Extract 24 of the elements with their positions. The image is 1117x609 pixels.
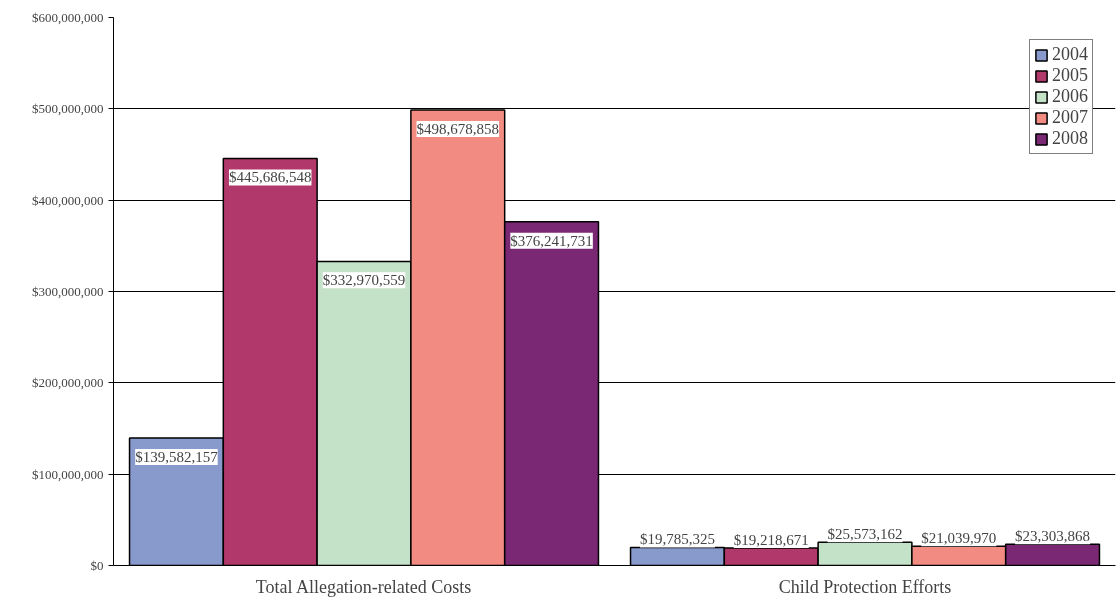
y-tick-label: $0 [90,558,104,573]
y-tick-label: $400,000,000 [32,192,104,208]
data-label: $21,039,970 [921,530,997,547]
legend-label: 2007 [1052,107,1088,128]
data-label: $376,241,731 [510,232,593,249]
legend-label: 2005 [1052,65,1088,86]
legend-label: 2006 [1052,86,1088,107]
x-tick-label: Child Protection Efforts [778,576,952,597]
data-label: $25,573,162 [827,526,903,543]
data-label: $332,970,559 [322,272,406,289]
legend-label: 2008 [1052,128,1088,149]
y-tick-label: $500,000,000 [32,101,104,117]
y-tick-label: $100,000,000 [32,466,104,482]
data-label: $445,686,548 [228,169,312,186]
x-tick-label: Total Allegation-related Costs [255,576,472,597]
data-label: $23,303,868 [1015,528,1091,545]
y-tick-label: $300,000,000 [32,284,104,299]
y-tick-label: $200,000,000 [32,375,104,391]
legend-label: 2004 [1052,44,1088,65]
data-label: $139,582,157 [135,448,219,465]
y-tick-label: $600,000,000 [32,10,104,25]
data-label: $19,785,325 [639,531,715,548]
data-label: $19,218,671 [733,531,809,548]
data-label: $498,678,858 [416,121,500,137]
